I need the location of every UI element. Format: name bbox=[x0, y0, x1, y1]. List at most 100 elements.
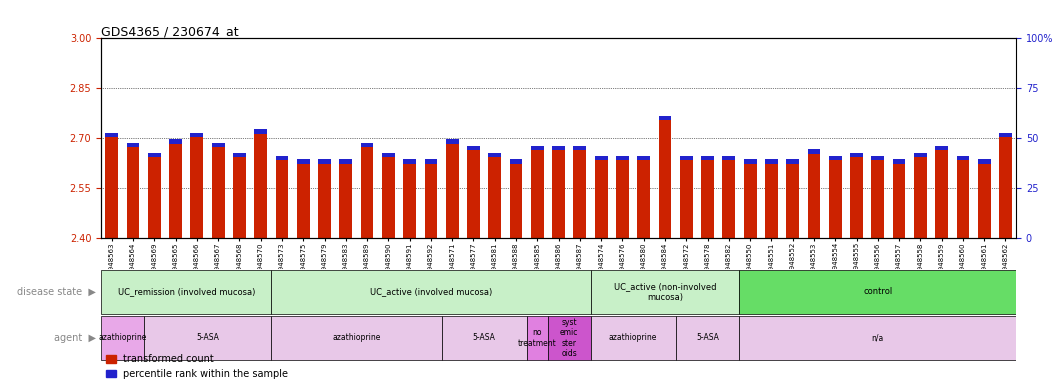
Bar bbox=[190, 133, 203, 137]
Bar bbox=[403, 159, 416, 164]
Bar bbox=[659, 116, 671, 121]
Text: disease state  ▶: disease state ▶ bbox=[17, 287, 96, 297]
Bar bbox=[829, 156, 842, 161]
Bar bbox=[382, 153, 395, 157]
Bar bbox=[659, 118, 671, 238]
Bar bbox=[701, 158, 714, 238]
Legend: transformed count, percentile rank within the sample: transformed count, percentile rank withi… bbox=[106, 354, 288, 379]
Bar bbox=[722, 156, 735, 161]
FancyBboxPatch shape bbox=[271, 316, 442, 360]
Bar bbox=[893, 159, 905, 164]
Bar bbox=[765, 162, 778, 238]
Bar bbox=[978, 159, 991, 164]
Bar bbox=[552, 146, 565, 151]
Bar bbox=[765, 159, 778, 164]
Bar bbox=[914, 153, 927, 157]
Bar bbox=[105, 135, 118, 238]
FancyBboxPatch shape bbox=[101, 270, 271, 314]
Bar bbox=[744, 162, 757, 238]
Bar bbox=[978, 162, 991, 238]
Bar bbox=[148, 155, 161, 238]
FancyBboxPatch shape bbox=[591, 270, 739, 314]
Bar bbox=[425, 162, 437, 238]
FancyBboxPatch shape bbox=[527, 316, 548, 360]
FancyBboxPatch shape bbox=[591, 316, 676, 360]
Bar bbox=[616, 156, 629, 161]
Bar bbox=[595, 158, 608, 238]
FancyBboxPatch shape bbox=[676, 316, 739, 360]
Bar bbox=[297, 159, 310, 164]
Bar bbox=[850, 153, 863, 157]
Bar bbox=[957, 156, 969, 161]
Bar bbox=[914, 155, 927, 238]
Bar bbox=[169, 139, 182, 144]
Bar bbox=[510, 159, 522, 164]
Text: UC_remission (involved mucosa): UC_remission (involved mucosa) bbox=[117, 287, 255, 296]
Bar bbox=[573, 148, 586, 238]
Bar bbox=[467, 146, 480, 151]
FancyBboxPatch shape bbox=[101, 316, 144, 360]
Bar bbox=[488, 153, 501, 157]
Bar bbox=[850, 155, 863, 238]
Bar bbox=[190, 135, 203, 238]
Text: azathioprine: azathioprine bbox=[332, 333, 381, 343]
FancyBboxPatch shape bbox=[271, 270, 591, 314]
Bar bbox=[573, 146, 586, 151]
Text: 5-ASA: 5-ASA bbox=[696, 333, 719, 343]
Bar bbox=[339, 159, 352, 164]
Bar bbox=[637, 158, 650, 238]
Text: agent  ▶: agent ▶ bbox=[54, 333, 96, 343]
Text: azathioprine: azathioprine bbox=[98, 333, 147, 343]
Bar bbox=[361, 143, 373, 147]
Bar bbox=[488, 155, 501, 238]
Bar bbox=[212, 145, 225, 238]
Bar bbox=[786, 162, 799, 238]
Bar bbox=[339, 162, 352, 238]
Text: GDS4365 / 230674_at: GDS4365 / 230674_at bbox=[101, 25, 238, 38]
Bar bbox=[510, 162, 522, 238]
FancyBboxPatch shape bbox=[548, 316, 591, 360]
Text: 5-ASA: 5-ASA bbox=[196, 333, 219, 343]
Bar bbox=[999, 135, 1012, 238]
Bar bbox=[680, 158, 693, 238]
Bar bbox=[680, 156, 693, 161]
Bar bbox=[446, 142, 459, 238]
Bar bbox=[127, 145, 139, 238]
Bar bbox=[297, 162, 310, 238]
Text: syst
emic
ster
oids: syst emic ster oids bbox=[560, 318, 579, 358]
Bar bbox=[637, 156, 650, 161]
Bar bbox=[871, 156, 884, 161]
Text: UC_active (non-involved
mucosa): UC_active (non-involved mucosa) bbox=[614, 282, 716, 301]
Bar bbox=[403, 162, 416, 238]
Bar bbox=[212, 143, 225, 147]
Bar bbox=[744, 159, 757, 164]
FancyBboxPatch shape bbox=[739, 316, 1016, 360]
FancyBboxPatch shape bbox=[144, 316, 271, 360]
Bar bbox=[276, 156, 288, 161]
Text: azathioprine: azathioprine bbox=[609, 333, 658, 343]
Bar bbox=[531, 148, 544, 238]
Bar bbox=[127, 143, 139, 147]
Bar bbox=[871, 158, 884, 238]
Bar bbox=[616, 158, 629, 238]
Bar bbox=[148, 153, 161, 157]
Bar bbox=[233, 155, 246, 238]
Text: n/a: n/a bbox=[871, 333, 884, 343]
Bar bbox=[233, 153, 246, 157]
Bar bbox=[446, 139, 459, 144]
Bar bbox=[595, 156, 608, 161]
Bar bbox=[808, 152, 820, 238]
Bar bbox=[318, 159, 331, 164]
Bar bbox=[552, 148, 565, 238]
Bar bbox=[382, 155, 395, 238]
Bar bbox=[276, 158, 288, 238]
Bar bbox=[786, 159, 799, 164]
Bar bbox=[999, 133, 1012, 137]
Bar bbox=[254, 132, 267, 238]
Bar bbox=[105, 133, 118, 137]
Bar bbox=[169, 142, 182, 238]
Bar bbox=[893, 162, 905, 238]
FancyBboxPatch shape bbox=[442, 316, 527, 360]
Bar bbox=[808, 149, 820, 154]
Bar bbox=[531, 146, 544, 151]
